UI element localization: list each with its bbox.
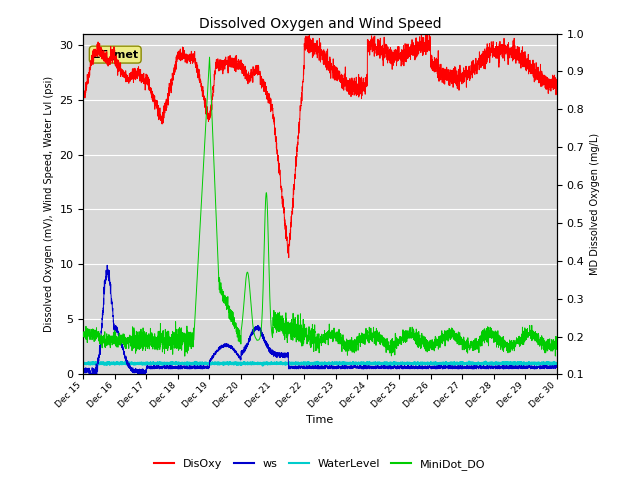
Legend: DisOxy, ws, WaterLevel, MiniDot_DO: DisOxy, ws, WaterLevel, MiniDot_DO xyxy=(150,455,490,474)
Y-axis label: MD Dissolved Oxygen (mg/L): MD Dissolved Oxygen (mg/L) xyxy=(590,133,600,275)
X-axis label: Time: Time xyxy=(307,415,333,425)
Text: EE_met: EE_met xyxy=(93,49,138,60)
Y-axis label: Dissolved Oxygen (mV), Wind Speed, Water Lvl (psi): Dissolved Oxygen (mV), Wind Speed, Water… xyxy=(44,76,54,332)
Title: Dissolved Oxygen and Wind Speed: Dissolved Oxygen and Wind Speed xyxy=(198,17,442,31)
